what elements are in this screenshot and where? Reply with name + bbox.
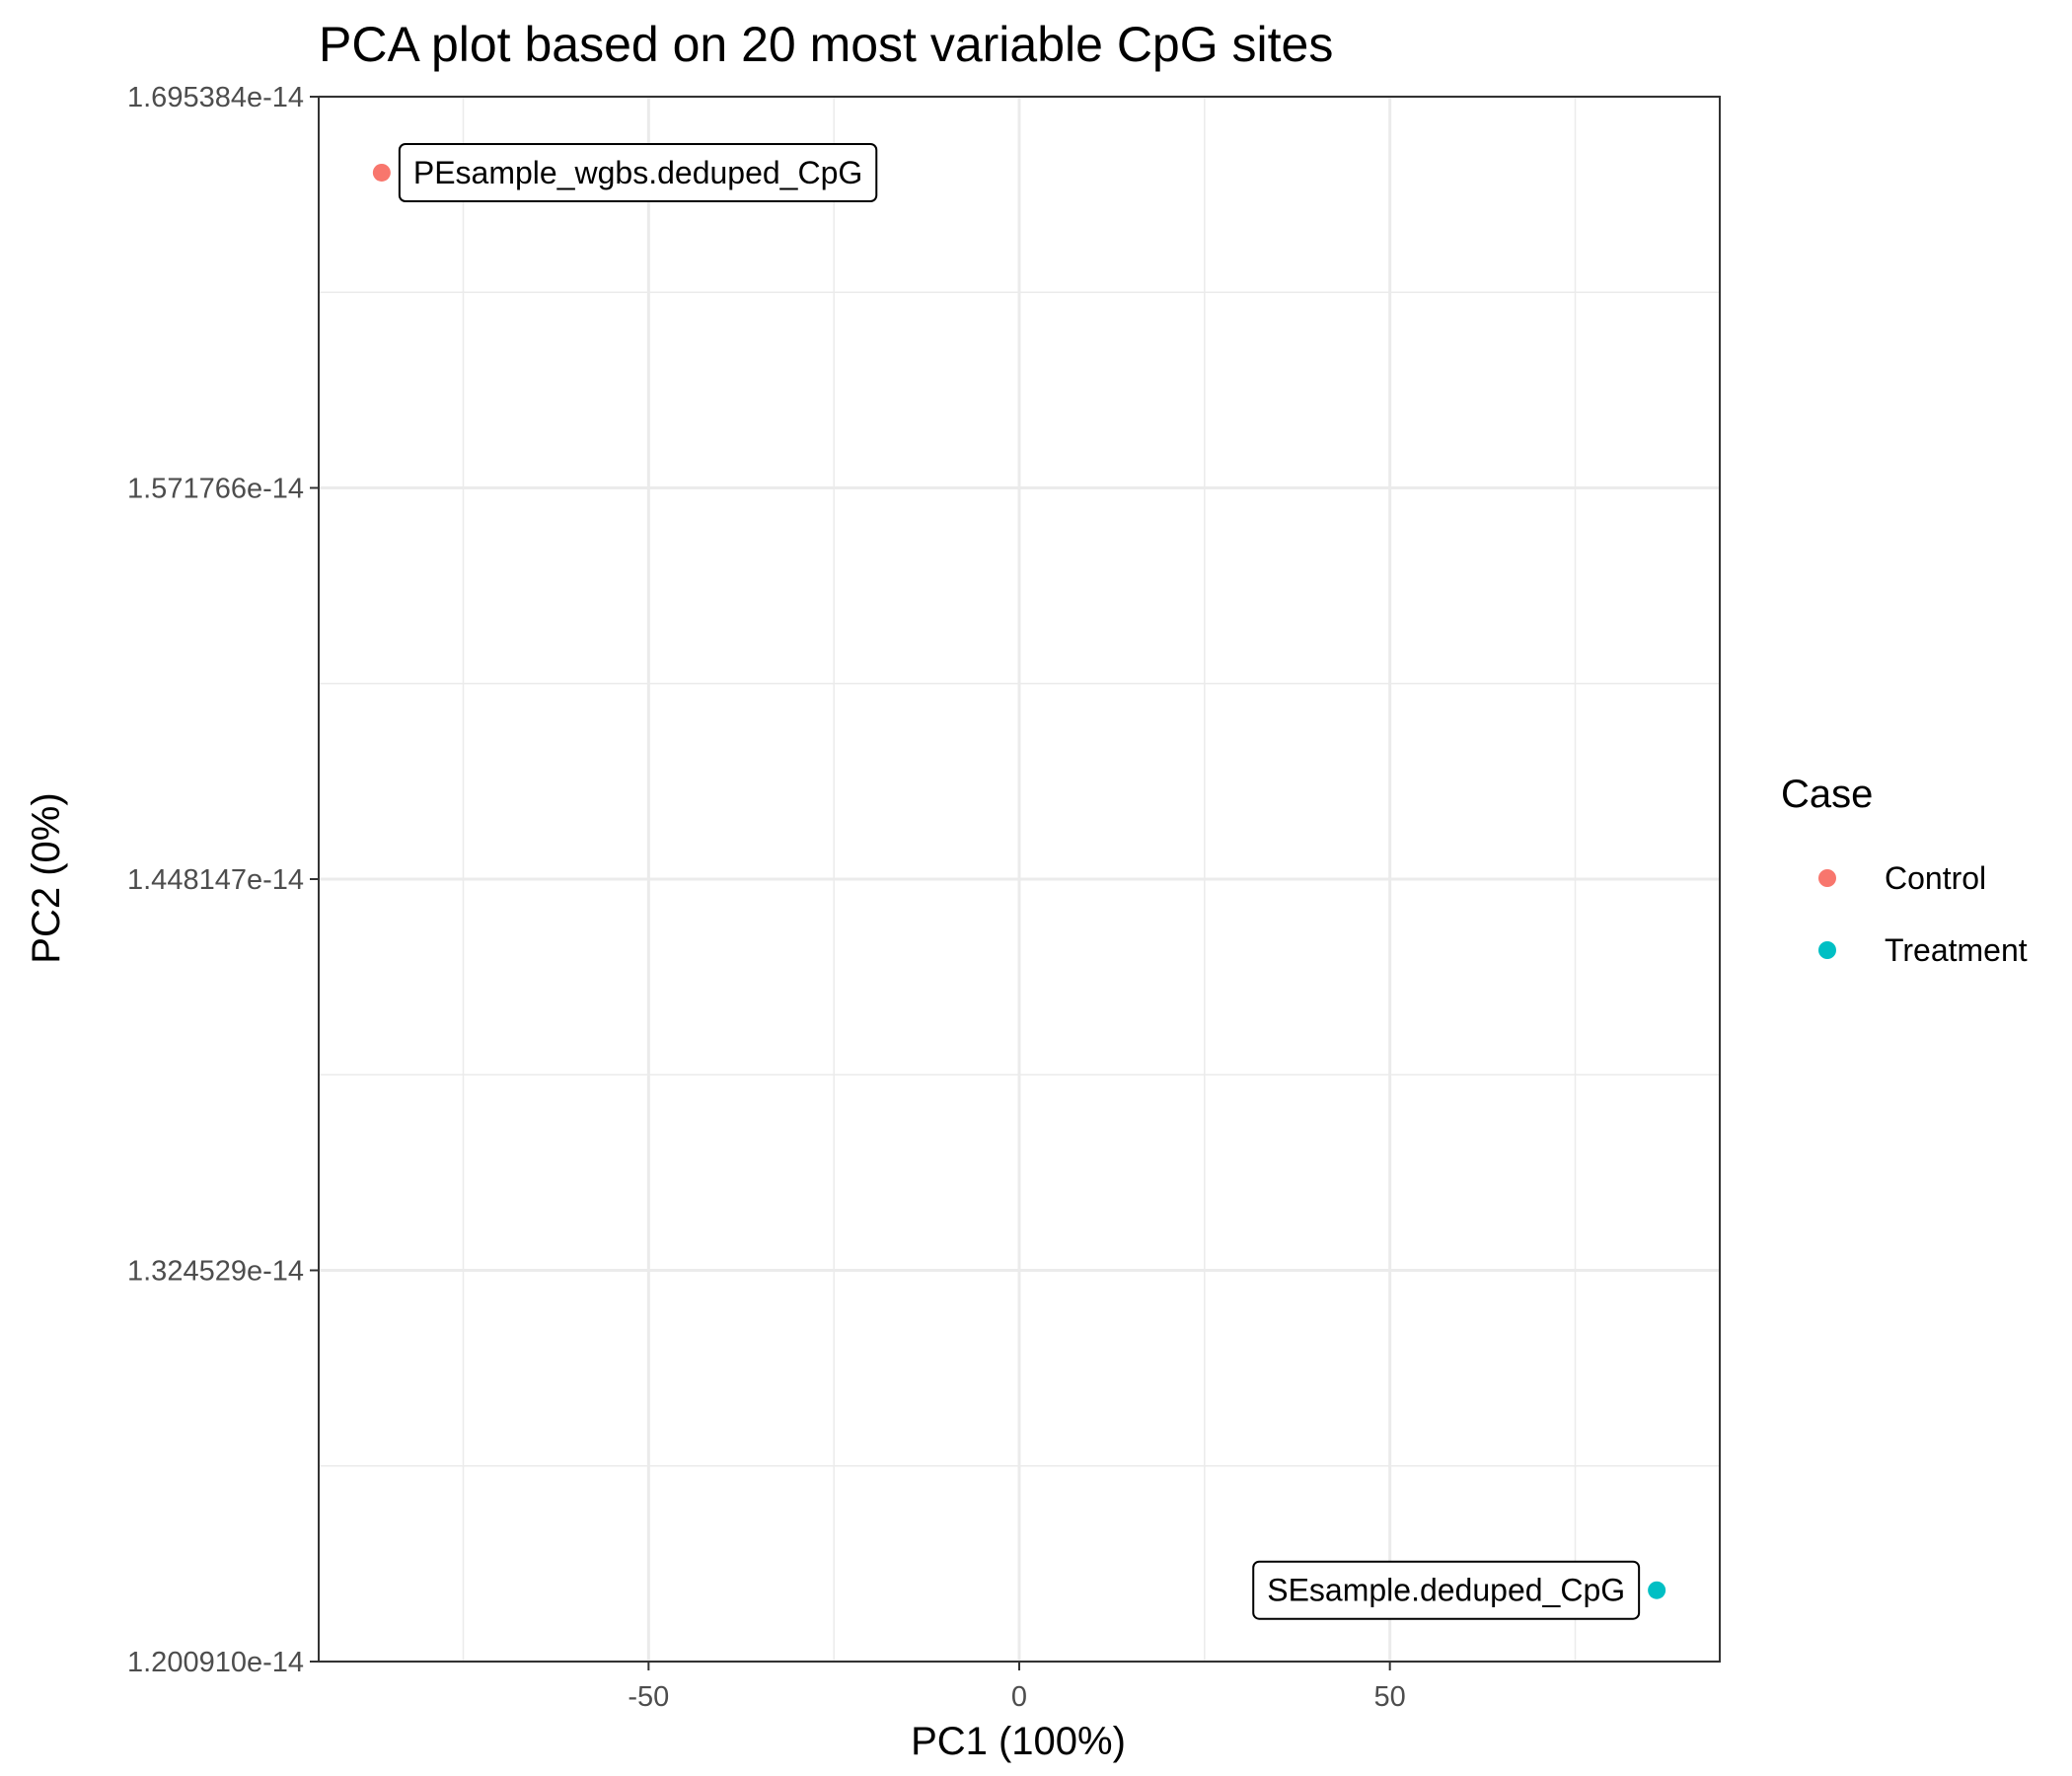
point-label-box	[398, 142, 878, 202]
legend-key	[1818, 941, 1836, 959]
x-tick-label: 50	[1374, 1681, 1406, 1713]
point-label: PEsample_wgbs.deduped_CpG	[398, 142, 878, 202]
x-tick-label: -50	[628, 1681, 669, 1713]
x-tick-label: 0	[1011, 1681, 1027, 1713]
y-tick-label: 1.695384e-14	[127, 82, 304, 113]
point-label-text: PEsample_wgbs.deduped_CpG	[413, 155, 862, 190]
data-point	[1648, 1581, 1666, 1599]
y-tick-label: 1.324529e-14	[127, 1255, 304, 1287]
y-axis-title: PC2 (0%)	[25, 792, 68, 963]
x-axis-title: PC1 (100%)	[911, 1720, 1126, 1763]
data-point	[372, 163, 391, 182]
plot-panel	[318, 95, 1721, 1664]
legend-key	[1818, 869, 1836, 887]
legend-title: Case	[1781, 773, 1873, 816]
y-tick-label: 1.200910e-14	[127, 1647, 304, 1678]
chart-title: PCA plot based on 20 most variable CpG s…	[319, 17, 1333, 72]
point-label: SEsample.deduped_CpG	[1252, 1560, 1641, 1620]
legend: Case Control Treatment	[1781, 773, 2028, 968]
y-tick-label: 1.448147e-14	[127, 864, 304, 896]
legend-label: Treatment	[1885, 932, 2028, 968]
y-tick-label: 1.571766e-14	[127, 473, 304, 504]
point-label-box	[1252, 1560, 1641, 1620]
legend-label: Control	[1885, 860, 1986, 896]
point-label-text: SEsample.deduped_CpG	[1267, 1573, 1625, 1608]
